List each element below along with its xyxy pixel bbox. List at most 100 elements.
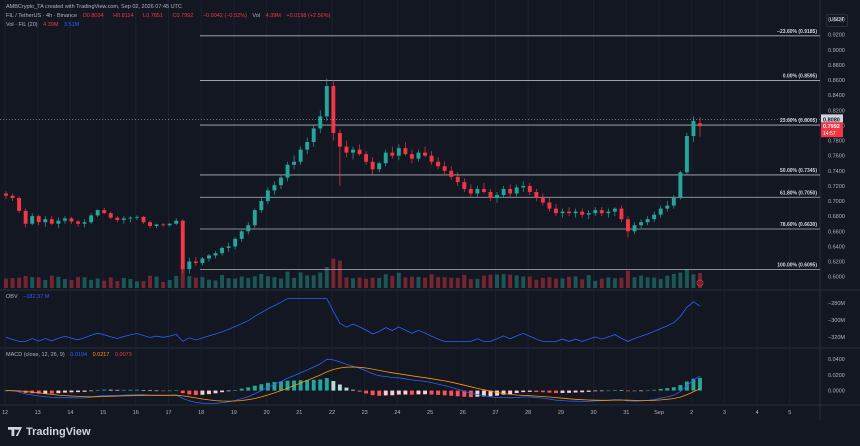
candle-body (508, 188, 513, 194)
volume-bar (632, 277, 637, 288)
macd-histogram-bar (76, 390, 80, 393)
candle-body (468, 188, 473, 194)
macd-histogram-bar (239, 388, 244, 391)
macd-histogram-bar (161, 390, 166, 392)
macd-histogram-bar (56, 390, 61, 394)
volume-bar (540, 277, 545, 288)
fib-level-label: 78.60% (0.6630) (780, 222, 817, 228)
macd-histogram-bar (383, 390, 388, 396)
volume-bar (658, 279, 663, 288)
volume-bar (167, 280, 172, 288)
symbol-ohlc-legend: FIL / TetherUS · 4h · Binance O0.8034 H0… (6, 13, 334, 19)
obv-label[interactable]: OBV (6, 294, 18, 300)
candle-body (481, 188, 486, 192)
volume-bar (89, 279, 94, 288)
macd-label[interactable]: MACD (close, 12, 26, 9) (6, 352, 65, 358)
macd-histogram-bar (586, 390, 591, 392)
fib-level-label: 0.00% (0.8595) (783, 73, 818, 79)
candle-body (364, 154, 369, 162)
macd-histogram-bar (462, 390, 467, 397)
volume-bar (148, 275, 153, 288)
candle-body (612, 208, 617, 212)
countdown-label: 14:57 (823, 131, 836, 137)
volume-bar (344, 277, 349, 288)
volume-bar (76, 276, 80, 288)
candle-body (475, 188, 480, 194)
macd-histogram-bar (678, 385, 683, 391)
candle-body (416, 152, 421, 159)
volume-bar (606, 277, 611, 288)
volume-bar (49, 275, 54, 288)
candle-body (180, 220, 185, 270)
volume-bar (429, 274, 434, 288)
candle-body (527, 185, 532, 192)
volume-bar (364, 278, 369, 288)
macd-histogram-bar (331, 381, 336, 391)
volume-bar (318, 272, 323, 288)
candle-body (311, 128, 316, 143)
y-tick-label: 0.7200 (828, 184, 845, 190)
candle-body (691, 120, 696, 137)
candle-body (187, 261, 192, 270)
price-label: 0.8080 (823, 117, 840, 123)
x-tick-label: 22 (329, 410, 335, 416)
macd-histogram-bar (128, 389, 133, 391)
volume-bar (82, 277, 87, 288)
y-tick-label: 0.6800 (828, 214, 845, 220)
volume-bar (521, 276, 526, 288)
symbol-name[interactable]: FIL / TetherUS · 4h · Binance (6, 13, 77, 19)
candle-body (639, 222, 644, 226)
macd-histogram-bar (148, 390, 153, 392)
macd-histogram-bar (174, 390, 179, 391)
volume-bar (665, 275, 670, 288)
currency-button[interactable]: USDT (826, 14, 848, 27)
x-tick-label: 20 (264, 410, 270, 416)
candle-body (377, 163, 382, 170)
volume-bar (36, 277, 41, 288)
macd-histogram-bar (62, 390, 67, 393)
candle-body (357, 149, 362, 155)
macd-histogram-bar (311, 379, 316, 391)
macd-histogram-bar (233, 389, 238, 391)
candle-body (95, 210, 100, 216)
candle-body (108, 213, 113, 218)
y-tick-label: 0.7000 (828, 199, 845, 205)
volume-bar (10, 278, 15, 288)
volume-bar (619, 277, 624, 288)
macd-histogram-bar (671, 387, 676, 391)
volume-bar (462, 274, 467, 288)
macd-line (5, 358, 701, 404)
macd-histogram-bar (69, 390, 74, 393)
volume-bar (442, 277, 447, 288)
x-tick-label: 23 (362, 410, 368, 416)
candle-body (233, 238, 238, 247)
volume-bar (436, 277, 441, 288)
candle-body (396, 148, 401, 156)
y-tick-label: 0.9400 (828, 18, 845, 24)
volume-bar (652, 277, 657, 288)
candle-body (200, 258, 205, 264)
candle-body (23, 210, 28, 224)
volume-bar (17, 277, 22, 288)
volume-bar (134, 281, 139, 288)
candle-body (429, 155, 434, 162)
macd-histogram-bar (508, 390, 513, 395)
volume-bar (95, 278, 100, 288)
ohlc-open: O0.8034 (82, 13, 104, 19)
candle-body (698, 123, 702, 127)
y-tick-label: 0.7600 (828, 154, 845, 160)
volume-bar (691, 274, 696, 288)
volume-bar (305, 275, 310, 288)
volume-bar (423, 277, 427, 288)
tradingview-watermark[interactable]: TradingView (8, 426, 91, 438)
volume-bar (272, 277, 277, 288)
volume-bar (4, 278, 8, 288)
volume-bar (259, 273, 264, 288)
x-tick-label: 4 (756, 410, 759, 416)
candle-body (76, 221, 80, 224)
volume-bar (612, 278, 617, 288)
macd-histogram-bar (220, 390, 225, 393)
x-tick-label: 12 (2, 410, 8, 416)
volume-bar (495, 274, 500, 288)
